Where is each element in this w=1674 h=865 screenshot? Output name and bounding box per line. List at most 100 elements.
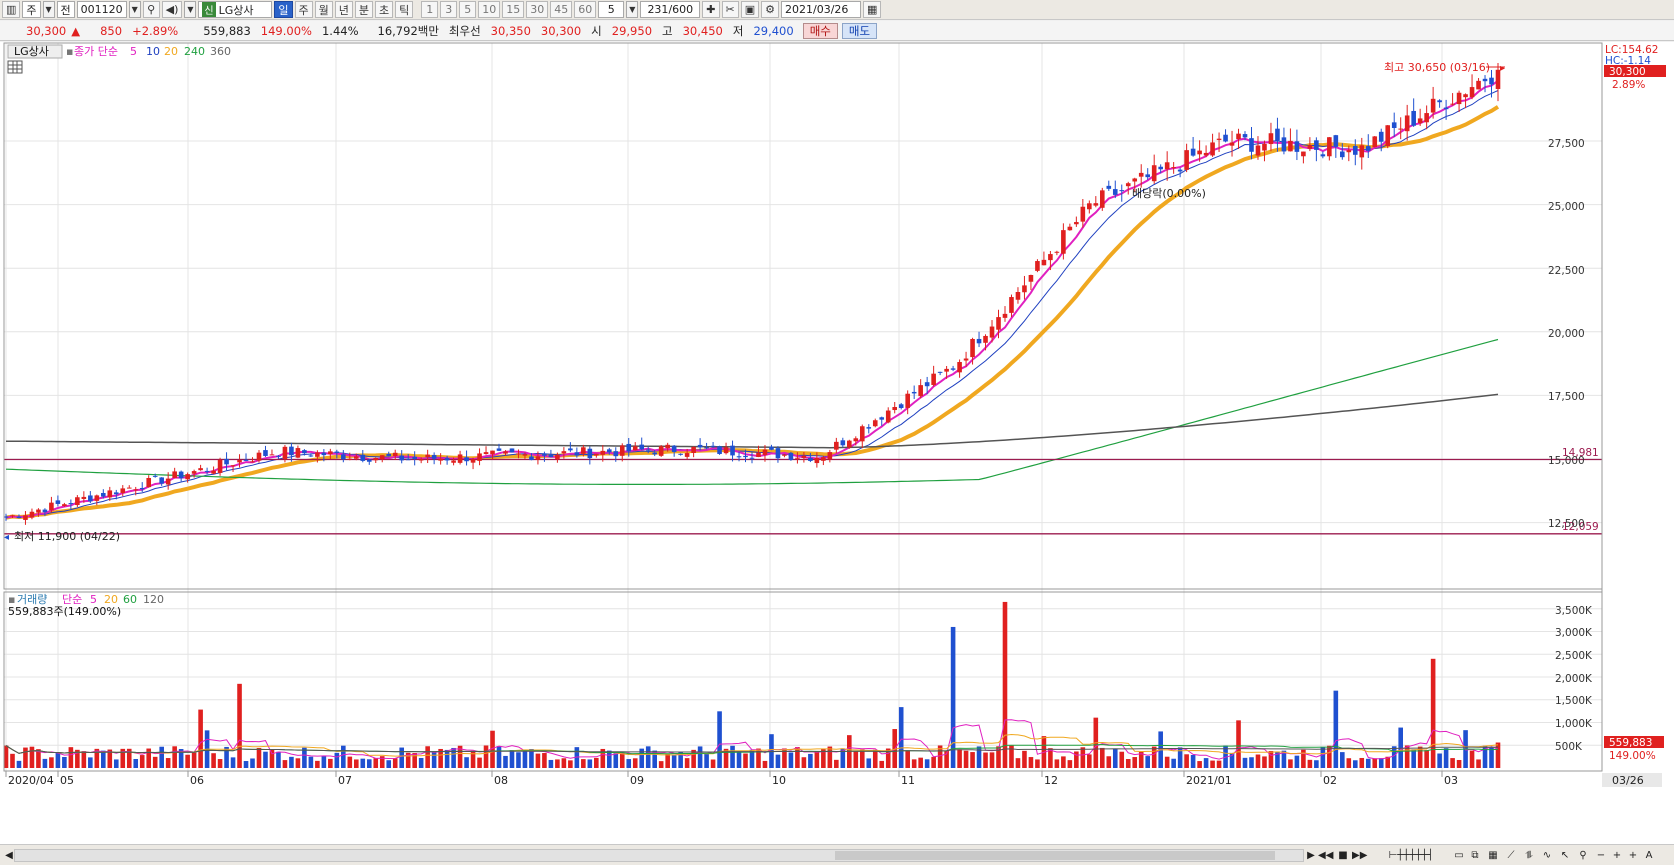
stock-name-box[interactable]: 신 LG상사	[198, 1, 273, 18]
volume-bar-42	[276, 751, 281, 768]
volume-bar-152	[989, 752, 995, 768]
scroll-left-icon[interactable]: ◀	[5, 850, 13, 861]
volume-bar-80	[522, 750, 528, 768]
volume-bar-101	[658, 761, 664, 768]
fast-forward-icon[interactable]: ▶▶	[1352, 850, 1368, 861]
trend-icon[interactable]: ⥮	[1525, 850, 1533, 861]
interval-10[interactable]: 10	[478, 1, 501, 18]
interval-30[interactable]: 30	[526, 1, 549, 18]
plus-icon[interactable]: +	[1628, 850, 1638, 861]
volume-bar-151	[983, 752, 988, 768]
code-input[interactable]: 001120	[76, 1, 127, 18]
rewind-icon[interactable]: ◀◀	[1318, 850, 1334, 861]
volume-bar-94	[613, 753, 619, 768]
high-annotation: 최고 30,650 (03/16)	[1384, 61, 1490, 74]
scroll-right-icon[interactable]: ▶	[1307, 850, 1315, 861]
grid-view-icon[interactable]: ▦	[1488, 850, 1498, 861]
scissors-icon[interactable]: ✂	[721, 1, 739, 18]
count-input[interactable]: 5	[598, 1, 625, 18]
volume-bar-146	[950, 626, 956, 768]
volume-bar-126	[821, 748, 826, 768]
mode-select[interactable]: 전	[56, 1, 75, 18]
zoom-slider-icon[interactable]: ⊢┼┼┼┼┼┤	[1388, 850, 1434, 861]
count-dropdown-icon[interactable]: ▼	[626, 1, 639, 18]
period-tick[interactable]: 틱	[395, 1, 414, 18]
zoom-out-icon[interactable]: −	[1596, 850, 1606, 861]
volume-bar-164	[1067, 760, 1073, 768]
candle-body-168	[1093, 203, 1099, 206]
crosshair-icon[interactable]: ✚	[702, 1, 720, 18]
scroll-thumb[interactable]	[835, 851, 1275, 860]
speaker-icon[interactable]: ◀)	[161, 1, 183, 18]
status-bar: ◀ ▶ ◀◀ ■ ▶▶ ⊢┼┼┼┼┼┤ ▭ ⧉ ▦ ⟋ ⥮ ∿ ↖ ⚲ − + …	[0, 844, 1674, 865]
volume-bar-129	[840, 748, 846, 768]
volume-bar-209	[1359, 757, 1365, 768]
range-input[interactable]: 231/600	[640, 1, 701, 18]
volume-bar-214	[1391, 746, 1397, 768]
date-input[interactable]: 2021/03/26	[781, 1, 862, 18]
wave-icon[interactable]: ∿	[1542, 850, 1552, 861]
gear-icon[interactable]: ⚙	[761, 1, 780, 18]
table-icon[interactable]	[7, 60, 23, 74]
magnifier-icon[interactable]: ⚲	[1579, 850, 1587, 861]
sell-button[interactable]: 매도	[841, 22, 878, 39]
candle-body-191	[1242, 134, 1248, 138]
period-day[interactable]: 일	[274, 1, 293, 18]
legend-marker-icon: ▪	[66, 45, 73, 58]
volume-bar-77	[503, 755, 508, 768]
volume-current: 559,883주(149.00%)	[8, 605, 121, 618]
volume-bar-128	[834, 759, 839, 768]
stop-icon[interactable]: ■	[1338, 850, 1348, 861]
candle-body-90	[587, 448, 593, 459]
code-dropdown-icon[interactable]: ▼	[128, 1, 141, 18]
market-select[interactable]: 주	[22, 1, 41, 18]
volume-bar-64	[418, 757, 424, 768]
volume-bar-185	[1203, 758, 1209, 768]
candle-body-21	[139, 487, 145, 490]
layout-icon[interactable]: ▥	[2, 1, 21, 18]
candle-body-68	[444, 458, 450, 461]
period-month[interactable]: 월	[314, 1, 333, 18]
candle-body-32	[211, 470, 216, 474]
volume-bar-216	[1404, 745, 1410, 768]
save-icon[interactable]: ▣	[740, 1, 760, 18]
chart-area[interactable]: LG상사 ▪ 종가 단순 5 10 20 240 360 LC:154.62 H…	[0, 42, 1674, 844]
copy-icon[interactable]: ⧉	[1471, 850, 1479, 861]
volume-bar-41	[269, 749, 275, 768]
calendar-icon[interactable]: ▦	[863, 1, 882, 18]
interval-1[interactable]: 1	[421, 1, 439, 18]
volume-bar-1	[10, 753, 15, 768]
interval-60[interactable]: 60	[574, 1, 597, 18]
y-tick-27500: 27,500	[1548, 138, 1585, 150]
candle-body-193	[1255, 145, 1261, 156]
volume-bar-192	[1249, 757, 1254, 768]
chevron-down-icon[interactable]: ▼	[42, 1, 55, 18]
window-icon[interactable]: ▭	[1454, 850, 1464, 861]
interval-3[interactable]: 3	[440, 1, 458, 18]
candle-body-62	[405, 459, 411, 461]
volume-bar-66	[431, 751, 437, 768]
search-icon[interactable]: ⚲	[142, 1, 160, 18]
text-size-icon[interactable]: A	[1645, 850, 1653, 861]
candle-body-94	[613, 451, 619, 457]
add-icon[interactable]: +	[1612, 850, 1622, 861]
volume-bar-47	[308, 756, 314, 768]
period-year[interactable]: 년	[334, 1, 353, 18]
line-draw-icon[interactable]: ⟋	[1507, 850, 1515, 861]
cursor-icon[interactable]: ↖	[1560, 850, 1570, 861]
speaker-dropdown-icon[interactable]: ▼	[184, 1, 197, 18]
interval-45[interactable]: 45	[550, 1, 573, 18]
horizontal-scrollbar[interactable]	[14, 849, 1304, 862]
interval-5[interactable]: 5	[459, 1, 477, 18]
period-week[interactable]: 주	[294, 1, 313, 18]
candle-body-108	[704, 447, 709, 449]
buy-button[interactable]: 매수	[802, 22, 838, 39]
period-minute[interactable]: 분	[354, 1, 374, 18]
chart-canvas[interactable]: LG상사 ▪ 종가 단순 5 10 20 240 360 LC:154.62 H…	[0, 42, 1674, 844]
market-value: 주	[26, 3, 37, 17]
period-second[interactable]: 초	[375, 1, 394, 18]
volume-bar-32	[211, 753, 216, 768]
candle-body-202	[1314, 140, 1319, 150]
volume-bar-35	[230, 757, 236, 768]
interval-15[interactable]: 15	[502, 1, 525, 18]
